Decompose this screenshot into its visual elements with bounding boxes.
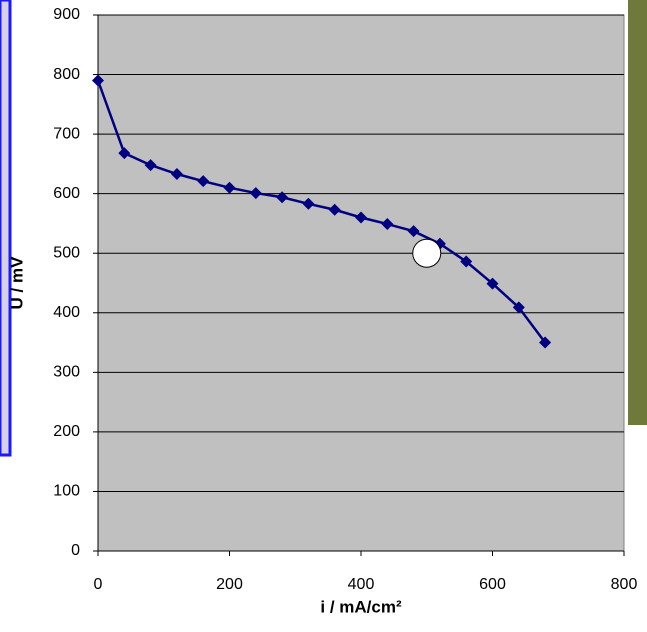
x-tick-label: 200 — [216, 576, 243, 593]
data-point — [197, 175, 210, 188]
y-tick-label: 100 — [53, 483, 80, 500]
y-axis-label: U / mV — [7, 256, 26, 310]
y-tick-label: 700 — [53, 125, 80, 142]
background-photo-edge — [628, 0, 647, 425]
x-tick-label: 600 — [479, 576, 506, 593]
data-point — [539, 336, 552, 349]
background-image-edge — [0, 0, 12, 457]
x-tick-label: 0 — [94, 576, 103, 593]
data-point — [486, 277, 499, 290]
data-point — [223, 181, 236, 194]
data-point — [170, 168, 183, 181]
y-tick-label: 600 — [53, 185, 80, 202]
data-point — [355, 211, 367, 224]
data-point — [144, 159, 157, 172]
data-point — [381, 218, 394, 231]
y-tick-label: 500 — [53, 244, 80, 261]
data-point — [512, 301, 525, 314]
y-tick-label: 200 — [53, 423, 80, 440]
data-point — [328, 203, 341, 216]
data-point — [92, 74, 104, 87]
y-tick-label: 800 — [53, 66, 80, 83]
highlight-point — [412, 238, 442, 268]
y-tick-label: 900 — [53, 6, 80, 23]
data-point — [118, 147, 131, 160]
data-point — [407, 225, 420, 238]
data-point — [249, 187, 262, 200]
data-point — [302, 197, 315, 210]
x-tick-label: 400 — [348, 576, 375, 593]
y-tick-label: 400 — [53, 304, 80, 321]
x-axis-label: i / mA/cm² — [320, 597, 402, 616]
data-point — [276, 191, 289, 204]
y-tick-label: 0 — [71, 542, 80, 559]
plot-area — [97, 14, 625, 552]
y-tick-label: 300 — [53, 364, 80, 381]
x-tick-label: 800 — [611, 576, 638, 593]
data-point — [460, 255, 473, 268]
